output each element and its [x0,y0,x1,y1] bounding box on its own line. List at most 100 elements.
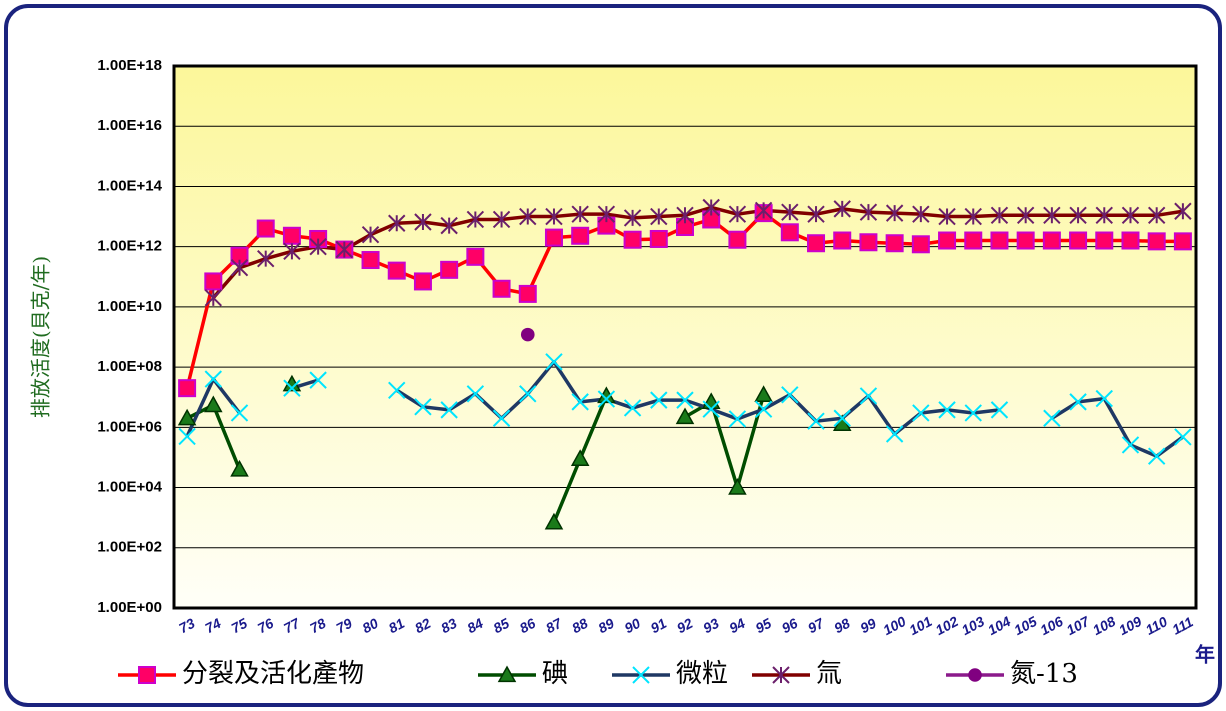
marker [361,225,380,244]
marker [650,391,668,409]
marker [414,398,432,416]
marker [833,231,852,250]
marker [938,231,957,250]
marker [1174,428,1192,446]
y-tick-label: 1.00E+00 [97,599,162,616]
marker [833,409,851,427]
marker [283,242,301,261]
y-tick-label: 1.00E+16 [97,117,162,134]
marker [282,226,301,245]
marker [885,204,904,222]
marker [256,219,275,238]
marker [623,399,642,417]
marker [964,404,982,422]
marker [204,395,223,413]
x-tick-label: 91 [648,615,669,637]
x-tick-label: 83 [438,615,459,637]
marker [911,235,930,254]
marker [650,207,668,226]
marker [885,425,904,443]
marker [1042,231,1061,250]
marker [623,209,642,227]
x-axis-label: 年 [1195,643,1215,667]
marker [780,223,799,242]
marker [440,216,458,235]
y-tick-label: 1.00E+08 [97,358,162,375]
marker [178,427,196,446]
x-tick-label: 92 [674,615,695,637]
marker [754,400,773,418]
x-tick-label: 96 [779,615,800,637]
marker [1173,232,1192,251]
marker [702,400,720,418]
legend-item: 碘 [478,659,568,689]
x-tick-label: 76 [255,615,276,637]
marker [545,207,563,226]
marker [807,412,825,430]
marker [492,279,511,298]
marker [335,240,354,259]
marker [1095,206,1113,225]
x-tick-label: 99 [857,615,878,637]
marker [676,206,694,225]
x-tick-label: 88 [569,615,590,637]
marker [938,401,956,419]
marker [413,272,432,291]
y-tick-label: 1.00E+14 [97,177,162,194]
legend-label: 微粒 [676,659,728,689]
marker [1043,206,1061,225]
x-tick-label: 85 [491,615,512,637]
marker [990,401,1009,419]
marker [388,381,406,399]
marker [1121,436,1140,454]
marker [833,200,851,218]
marker [230,259,249,277]
marker [1121,206,1140,225]
marker [309,237,327,256]
marker [1016,231,1035,250]
marker [361,251,380,270]
marker [283,379,301,397]
x-tick-label: 93 [700,615,721,637]
marker [781,386,799,404]
marker [781,203,799,221]
x-tick-label: 79 [333,615,354,637]
marker [440,260,459,279]
marker [1069,206,1087,225]
marker [520,327,535,342]
marker [912,404,930,422]
marker [178,379,197,398]
marker [177,408,197,426]
x-tick-label: 94 [726,615,747,637]
y-tick-label: 1.00E+12 [97,238,162,255]
marker [544,228,563,247]
x-tick-label: 82 [412,615,433,637]
marker [1147,232,1166,251]
marker [675,407,695,425]
marker [571,393,589,411]
legend-item: 分裂及活化產物 [118,659,364,689]
x-tick-label: 90 [622,615,643,637]
marker [571,226,590,245]
marker [728,410,747,428]
marker [1147,206,1166,225]
marker [649,229,668,248]
marker [257,249,275,268]
marker [807,234,826,253]
legend-label: 氮-13 [1010,659,1078,689]
marker [466,385,485,403]
x-tick-label: 95 [753,615,774,637]
marker [1069,393,1087,411]
marker [885,234,904,253]
marker [570,449,590,466]
marker [964,231,983,250]
x-tick-label: 84 [464,615,485,637]
y-axis-label: 排放活度(貝克/年) [29,256,53,418]
y-tick-label: 1.00E+06 [97,418,162,435]
plot-area [174,66,1196,608]
marker [492,409,511,427]
marker [1016,206,1035,225]
x-tick-label: 86 [517,615,538,637]
marker [519,207,537,226]
marker [754,385,773,402]
